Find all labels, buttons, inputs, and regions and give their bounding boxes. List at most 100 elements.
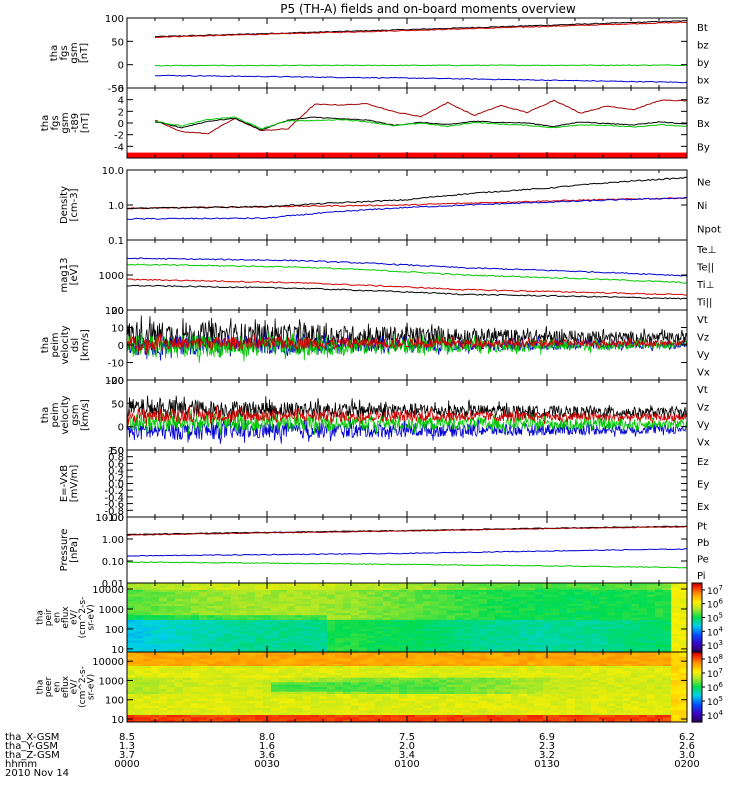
- heatmap-cell: [399, 603, 408, 607]
- heatmap-cell: [255, 592, 264, 596]
- heatmap-cell: [559, 603, 568, 607]
- heatmap-cell: [391, 622, 400, 625]
- heatmap-cell: [519, 698, 528, 702]
- heatmap-cell: [239, 640, 248, 644]
- heatmap-cell: [655, 635, 664, 639]
- heatmap-cell: [535, 615, 544, 619]
- heatmap-cell: [511, 647, 520, 651]
- heatmap-cell: [135, 592, 144, 596]
- heatmap-cell: [463, 689, 472, 693]
- heatmap-cell: [551, 638, 560, 642]
- heatmap-cell: [543, 603, 552, 607]
- heatmap-cell: [343, 626, 352, 630]
- heatmap-cell: [519, 603, 528, 607]
- heatmap-cell: [463, 624, 472, 628]
- heatmap-cell: [247, 682, 256, 686]
- heatmap-cell: [335, 612, 344, 616]
- heatmap-cell: [271, 682, 280, 686]
- heatmap-cell: [375, 663, 384, 667]
- colorbar-cell: [692, 687, 702, 689]
- heatmap-cell: [255, 677, 264, 681]
- heatmap-cell: [191, 715, 200, 718]
- heatmap-cell: [591, 601, 600, 605]
- y-tick-label: 0.4: [108, 466, 124, 477]
- heatmap-cell: [463, 701, 472, 704]
- heatmap-cell: [135, 617, 144, 621]
- heatmap-cell: [623, 606, 632, 609]
- heatmap-cell: [399, 661, 408, 665]
- heatmap-cell: [175, 715, 184, 718]
- series-line-p5-Vx: [127, 329, 687, 361]
- heatmap-cell: [367, 682, 376, 686]
- heatmap-cell: [151, 656, 160, 660]
- heatmap-cell: [655, 629, 664, 632]
- heatmap-cell: [383, 715, 392, 718]
- heatmap-cell: [511, 673, 520, 676]
- colorbar-cell: [692, 710, 702, 713]
- heatmap-cell: [503, 682, 512, 686]
- heatmap-cell: [503, 701, 512, 704]
- heatmap-cell: [151, 682, 160, 686]
- heatmap-cell: [647, 663, 656, 667]
- heatmap-cell: [399, 592, 408, 596]
- heatmap-cell: [647, 601, 656, 605]
- heatmap-cell: [439, 589, 448, 593]
- heatmap-cell: [519, 635, 528, 639]
- heatmap-cell: [367, 717, 376, 721]
- heatmap-cell: [263, 691, 272, 695]
- heatmap-cell: [135, 666, 144, 669]
- heatmap-cell: [287, 705, 296, 709]
- heatmap-cell: [127, 696, 136, 700]
- heatmap-cell: [359, 666, 368, 669]
- heatmap-cell: [431, 691, 440, 695]
- heatmap-cell: [551, 622, 560, 625]
- heatmap-cell: [215, 594, 224, 598]
- heatmap-cell: [631, 691, 640, 695]
- heatmap-cell: [655, 684, 664, 688]
- heatmap-cell: [407, 610, 416, 614]
- heatmap-cell: [255, 661, 264, 665]
- heatmap-cell: [223, 663, 232, 667]
- heatmap-cell: [127, 608, 136, 612]
- heatmap-cell: [455, 715, 464, 718]
- heatmap-cell: [415, 617, 424, 621]
- heatmap-cell: [167, 684, 176, 688]
- heatmap-cell: [167, 710, 176, 714]
- heatmap-cell: [271, 629, 280, 632]
- heatmap-cell: [327, 589, 336, 593]
- heatmap-cell: [127, 668, 136, 672]
- heatmap-cell: [383, 663, 392, 667]
- heatmap-cell: [559, 601, 568, 605]
- heatmap-cell: [647, 592, 656, 596]
- heatmap-cell: [231, 645, 240, 648]
- heatmap-cell: [279, 606, 288, 609]
- heatmap-cell: [159, 703, 168, 707]
- heatmap-cell: [327, 691, 336, 695]
- heatmap-cell: [159, 583, 168, 586]
- heatmap-cell: [319, 654, 328, 658]
- legend-entry-p8: Pe: [697, 554, 709, 565]
- heatmap-cell: [551, 712, 560, 716]
- heatmap-cell: [359, 682, 368, 686]
- heatmap-cell: [191, 633, 200, 637]
- colorbar-cell: [692, 630, 702, 632]
- heatmap-cell: [583, 682, 592, 686]
- heatmap-cell: [167, 689, 176, 693]
- heatmap-cell: [567, 635, 576, 639]
- heatmap-cell: [503, 661, 512, 665]
- heatmap-cell: [463, 622, 472, 625]
- heatmap-cell: [223, 673, 232, 676]
- heatmap-cell: [335, 652, 344, 655]
- heatmap-cell: [663, 635, 672, 639]
- heatmap-cell: [431, 654, 440, 658]
- heatmap-cell: [519, 645, 528, 648]
- heatmap-cell: [599, 698, 608, 702]
- heatmap-cell: [199, 594, 208, 598]
- heatmap-cell: [415, 642, 424, 646]
- heatmap-cell: [175, 631, 184, 635]
- heatmap-cell: [479, 717, 488, 721]
- heatmap-cell: [679, 652, 687, 655]
- colorbar-cell: [692, 670, 702, 673]
- heatmap-cell: [191, 592, 200, 596]
- heatmap-cell: [351, 680, 360, 683]
